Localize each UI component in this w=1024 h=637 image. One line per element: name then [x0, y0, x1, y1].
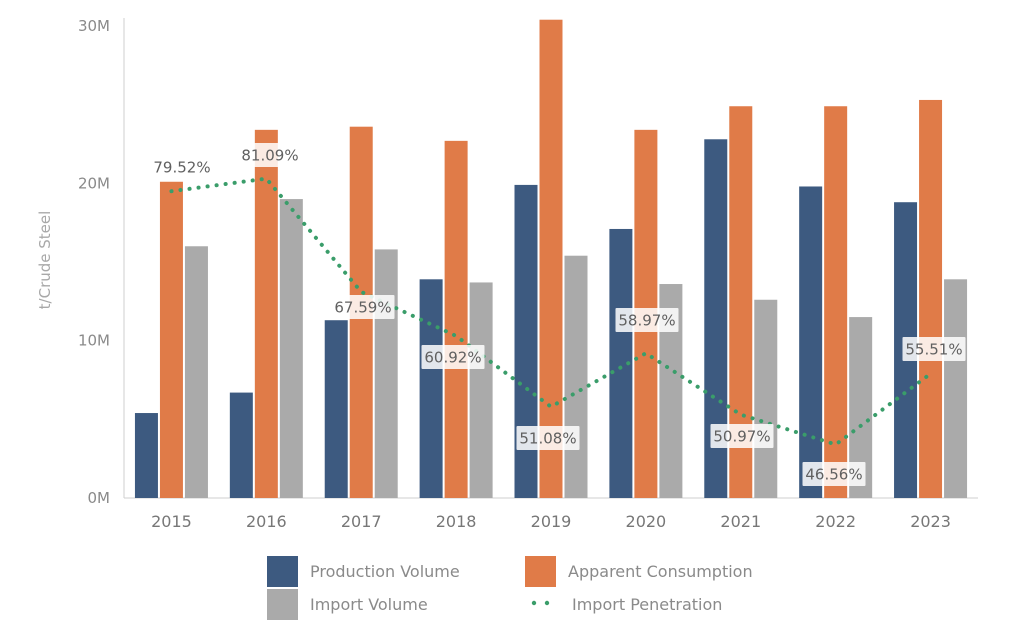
x-tick-label: 2017: [341, 512, 382, 531]
bar-import-volume-2022: [849, 317, 873, 498]
data-label-bg: [331, 295, 395, 319]
legend-import-penetration-label: Import Penetration: [572, 595, 722, 614]
bar-production-volume-2016: [229, 392, 253, 498]
data-label-bg: [615, 308, 679, 332]
legend: Production Volume Apparent Consumption Imp…: [267, 556, 753, 620]
import-penetration-dotted-line: [169, 176, 933, 447]
bar-apparent-consumption-2023: [919, 99, 943, 499]
data-label-2022: 46.56%: [805, 466, 862, 484]
legend-import-penetration-swatch-dot: [544, 600, 550, 606]
bar-apparent-consumption-2018: [444, 140, 468, 498]
bar-import-volume-2023: [944, 279, 968, 498]
bar-apparent-consumption-2016: [254, 129, 278, 498]
bar-import-volume-2019: [564, 255, 588, 498]
y-tick-label: 10M: [78, 332, 110, 350]
data-label-bg: [238, 143, 302, 167]
bar-production-volume-2018: [419, 279, 443, 498]
bar-production-volume-2021: [704, 139, 728, 498]
data-label-2017: 67.59%: [334, 299, 391, 317]
bar-production-volume-2017: [324, 320, 348, 498]
bar-import-volume-2020: [659, 284, 683, 498]
legend-import-penetration-swatch-dot: [531, 600, 537, 606]
bar-import-volume-2018: [469, 282, 493, 498]
bar-production-volume-2019: [514, 184, 538, 498]
data-label-2020: 58.97%: [618, 312, 675, 330]
axes: 0M 10M 20M 30M t/Crude Steel 2015 2016 2017 2018…: [36, 17, 978, 531]
data-label-2021: 50.97%: [713, 428, 770, 446]
bar-import-volume-2015: [184, 246, 208, 498]
bar-apparent-consumption-2022: [824, 106, 848, 499]
y-tick-label: 30M: [78, 17, 110, 35]
legend-production-volume-label: Production Volume: [310, 562, 460, 581]
bar-import-volume-2016: [279, 199, 303, 499]
bar-production-volume-2020: [609, 228, 633, 498]
data-label-2015: 79.52%: [153, 159, 210, 177]
data-label-2019: 51.08%: [519, 430, 576, 448]
legend-import-volume-label: Import Volume: [310, 595, 428, 614]
bar-import-volume-2021: [754, 299, 778, 498]
data-label-bg: [516, 426, 580, 450]
bars: [134, 19, 968, 499]
bar-apparent-consumption-2019: [539, 19, 563, 499]
data-label-2023: 55.51%: [905, 341, 962, 359]
y-tick-label: 0M: [88, 489, 111, 507]
bar-apparent-consumption-2021: [729, 106, 753, 499]
x-tick-label: 2020: [626, 512, 667, 531]
x-tick-label: 2019: [531, 512, 572, 531]
data-label-bg: [421, 345, 485, 369]
data-label-bg: [902, 337, 966, 361]
data-label-bg: [710, 424, 774, 448]
import-penetration-line: [169, 176, 933, 447]
y-axis-title: t/Crude Steel: [36, 211, 54, 310]
data-labels: 79.52% 81.09% 67.59% 60.92% 51.08% 58.97% 50.9…: [150, 143, 966, 486]
x-tick-label: 2018: [436, 512, 477, 531]
legend-apparent-consumption-swatch: [525, 556, 556, 587]
bar-production-volume-2022: [799, 186, 823, 499]
bar-apparent-consumption-2015: [159, 181, 183, 498]
data-label-2016: 81.09%: [241, 147, 298, 165]
legend-production-volume-swatch: [267, 556, 298, 587]
data-label-bg: [802, 462, 866, 486]
y-tick-label: 20M: [78, 174, 110, 192]
data-label-2018: 60.92%: [424, 349, 481, 367]
x-tick-label: 2015: [151, 512, 192, 531]
legend-import-volume-swatch: [267, 589, 298, 620]
x-tick-label: 2023: [910, 512, 951, 531]
bar-import-volume-2017: [374, 249, 398, 498]
x-tick-label: 2022: [815, 512, 856, 531]
data-label-bg: [150, 155, 214, 179]
x-tick-label: 2016: [246, 512, 287, 531]
x-tick-label: 2021: [720, 512, 761, 531]
bar-production-volume-2015: [134, 413, 158, 498]
legend-apparent-consumption-label: Apparent Consumption: [568, 562, 753, 581]
